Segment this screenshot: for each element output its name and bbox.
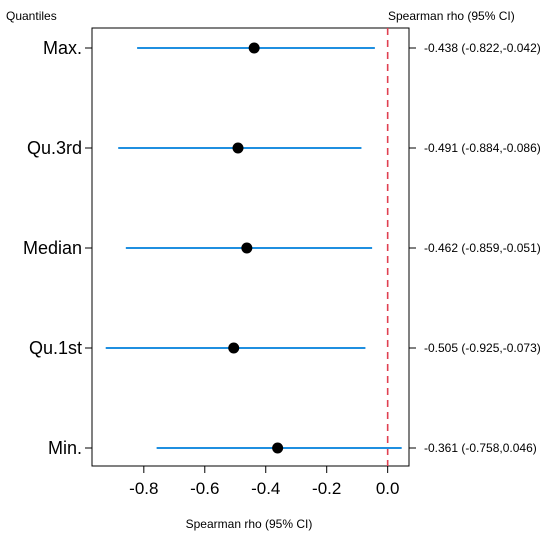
- plot-frame: [91, 27, 410, 467]
- x-tick-label: 0.0: [376, 479, 400, 498]
- estimate-point: [228, 342, 240, 354]
- row-estimate-text: -0.361 (-0.758,0.046): [424, 441, 537, 455]
- row-estimate-text: -0.462 (-0.859,-0.051): [424, 241, 541, 255]
- row-estimate-text: -0.491 (-0.884,-0.086): [424, 141, 541, 155]
- row-estimate-text: -0.438 (-0.822,-0.042): [424, 41, 541, 55]
- estimate-point: [248, 42, 260, 54]
- x-axis-label: Spearman rho (95% CI): [186, 517, 313, 531]
- x-tick-label: -0.6: [190, 479, 219, 498]
- estimate-point: [272, 442, 284, 454]
- row-label: Min.: [48, 438, 82, 458]
- row: Min. -0.361 (-0.758,0.046): [48, 438, 537, 458]
- estimate-point: [241, 242, 253, 254]
- row: Median -0.462 (-0.859,-0.051): [23, 238, 541, 258]
- row: Max. -0.438 (-0.822,-0.042): [43, 38, 541, 58]
- right-header: Spearman rho (95% CI): [388, 9, 515, 23]
- rows: Max. -0.438 (-0.822,-0.042) Qu.3rd -0.491 (…: [23, 38, 541, 458]
- x-tick-label: -0.8: [129, 479, 158, 498]
- row: Qu.3rd -0.491 (-0.884,-0.086): [27, 138, 541, 158]
- row-label: Median: [23, 238, 82, 258]
- row-label: Qu.3rd: [27, 138, 82, 158]
- x-tick-label: -0.4: [251, 479, 280, 498]
- left-header: Quantiles: [6, 9, 57, 23]
- row-label: Qu.1st: [29, 338, 82, 358]
- x-tick-label: -0.2: [312, 479, 341, 498]
- row: Qu.1st -0.505 (-0.925,-0.073): [29, 338, 541, 358]
- row-estimate-text: -0.505 (-0.925,-0.073): [424, 341, 541, 355]
- estimate-point: [232, 142, 244, 154]
- x-axis: -0.8 -0.6 -0.4 -0.2 0.0: [129, 466, 399, 498]
- row-label: Max.: [43, 38, 82, 58]
